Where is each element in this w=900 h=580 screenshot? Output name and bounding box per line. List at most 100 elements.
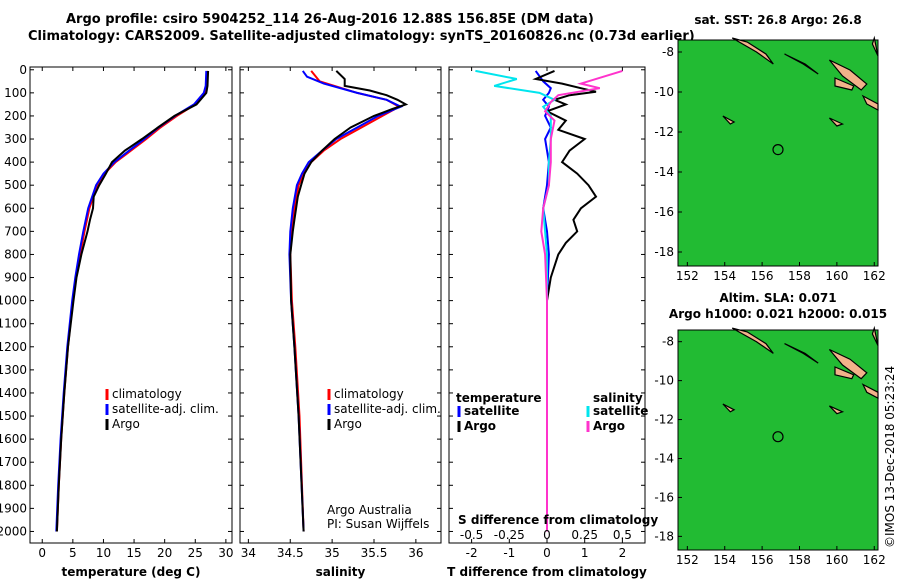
map-x-tick-label: 162 <box>863 269 886 283</box>
map-x-tick-label: 152 <box>676 269 699 283</box>
x-tick-label-secondary: -0.5 <box>460 528 483 542</box>
island-landmass <box>731 37 774 65</box>
x-tick-label-difference: 2 <box>619 546 627 560</box>
x-tick-label-difference: -1 <box>503 546 515 560</box>
island-landmass <box>784 53 819 75</box>
island-landmass <box>722 115 736 125</box>
map-y-tick-label: -16 <box>654 205 674 219</box>
sla-map-subtitle: Argo h1000: 0.021 h2000: 0.015 <box>669 307 887 321</box>
island-landmass <box>828 348 868 380</box>
x-axis-label-difference: T difference from climatology <box>447 565 647 579</box>
legend-label: satellite <box>464 404 519 418</box>
depth-tick-label: 1400 <box>0 386 27 400</box>
depth-tick-label: 1500 <box>0 409 27 423</box>
x-tick-label-secondary: 0.5 <box>613 528 632 542</box>
depth-tick-label: 2000 <box>0 524 27 538</box>
series-line-salinity-climatology <box>289 70 402 532</box>
figure-title-line2: Climatology: CARS2009. Satellite-adjuste… <box>28 29 695 44</box>
map-x-tick-label: 154 <box>713 553 736 567</box>
series-line-difference-s-argo <box>540 69 623 532</box>
island-landmass <box>834 366 855 380</box>
map-y-tick-label: -14 <box>654 165 674 179</box>
map-x-tick-label: 156 <box>751 553 774 567</box>
legend-label: climatology <box>334 387 404 401</box>
legend-label: Argo <box>464 419 496 433</box>
legend-label: Argo <box>334 417 362 431</box>
credit-note: PI: Susan Wijffels <box>327 517 429 531</box>
x-axis-label-secondary: S difference from climatology <box>458 513 658 527</box>
x-tick-label-salinity: 34.5 <box>277 546 304 560</box>
depth-tick-label: 700 <box>4 224 27 238</box>
legend-label: Argo <box>593 419 625 433</box>
map-y-tick-label: -18 <box>654 245 674 259</box>
map-frame <box>677 329 879 551</box>
series-line-temperature-satellite-adj--clim- <box>55 70 208 532</box>
series-line-temperature-argo <box>55 70 210 532</box>
island-landmass <box>828 59 868 91</box>
depth-tick-label: 200 <box>4 109 27 123</box>
x-tick-label-temperature: 10 <box>96 546 111 560</box>
x-tick-label-temperature: 25 <box>188 546 203 560</box>
depth-tick-label: 600 <box>4 201 27 215</box>
legend-label: satellite <box>593 404 648 418</box>
x-tick-label-secondary: 0 <box>543 528 551 542</box>
map-y-tick-label: -10 <box>654 85 674 99</box>
series-line-salinity-argo <box>289 70 409 532</box>
map-y-tick-label: -8 <box>662 335 674 349</box>
depth-tick-label: 1200 <box>0 340 27 354</box>
map-y-tick-label: -18 <box>654 529 674 543</box>
x-tick-label-temperature: 30 <box>218 546 233 560</box>
x-tick-label-difference: 0 <box>543 546 551 560</box>
legend-title-salinity: salinity <box>593 391 643 405</box>
figure-title-line1: Argo profile: csiro 5904252_114 26-Aug-2… <box>66 12 594 27</box>
map-y-tick-label: -16 <box>654 490 674 504</box>
argo-position-marker <box>772 144 784 156</box>
map-y-tick-label: -14 <box>654 451 674 465</box>
series-line-salinity-satellite-adj--clim- <box>288 70 404 532</box>
depth-tick-label: 800 <box>4 247 27 261</box>
x-axis-label-temperature: temperature (deg C) <box>62 565 201 579</box>
depth-tick-label: 100 <box>4 86 27 100</box>
legend-label: climatology <box>112 387 182 401</box>
argo-position-marker <box>772 431 784 443</box>
panel-frame-temperature <box>29 66 233 544</box>
x-tick-label-difference: -2 <box>466 546 478 560</box>
map-x-tick-label: 156 <box>751 269 774 283</box>
map-x-tick-label: 158 <box>788 269 811 283</box>
map-y-tick-label: -8 <box>662 45 674 59</box>
map-x-tick-label: 158 <box>788 553 811 567</box>
map-x-tick-label: 154 <box>713 269 736 283</box>
map-y-tick-label: -10 <box>654 374 674 388</box>
island-landmass <box>871 325 879 346</box>
depth-tick-label: 500 <box>4 178 27 192</box>
island-landmass <box>871 35 879 57</box>
panel-frame-salinity <box>239 66 442 544</box>
map-y-tick-label: -12 <box>654 413 674 427</box>
depth-tick-label: 1300 <box>0 363 27 377</box>
sla-map-title: Altim. SLA: 0.071 <box>719 291 836 305</box>
map-x-tick-label: 160 <box>825 553 848 567</box>
island-landmass <box>834 77 855 91</box>
depth-tick-label: 0 <box>19 63 27 77</box>
x-tick-label-salinity: 36 <box>408 546 423 560</box>
map-y-tick-label: -12 <box>654 125 674 139</box>
map-sla_map <box>677 325 879 551</box>
depth-tick-label: 400 <box>4 155 27 169</box>
series-line-difference-s-satellite <box>475 69 557 532</box>
x-tick-label-salinity: 35 <box>324 546 339 560</box>
sst-map-title: sat. SST: 26.8 Argo: 26.8 <box>694 13 861 27</box>
map-x-tick-label: 152 <box>676 553 699 567</box>
series-line-temperature-climatology <box>55 70 209 532</box>
depth-tick-label: 1000 <box>0 294 27 308</box>
map-frame <box>677 39 879 267</box>
island-landmass <box>784 343 819 364</box>
x-tick-label-temperature: 5 <box>69 546 77 560</box>
imos-credit: ©IMOS 13-Dec-2018 05:23:24 <box>883 366 897 548</box>
island-landmass <box>722 403 736 413</box>
depth-tick-label: 1800 <box>0 478 27 492</box>
x-tick-label-secondary: 0.25 <box>571 528 598 542</box>
island-landmass <box>828 117 845 127</box>
series-line-difference-t-argo <box>532 69 598 532</box>
legend-label: satellite-adj. clim. <box>334 402 441 416</box>
